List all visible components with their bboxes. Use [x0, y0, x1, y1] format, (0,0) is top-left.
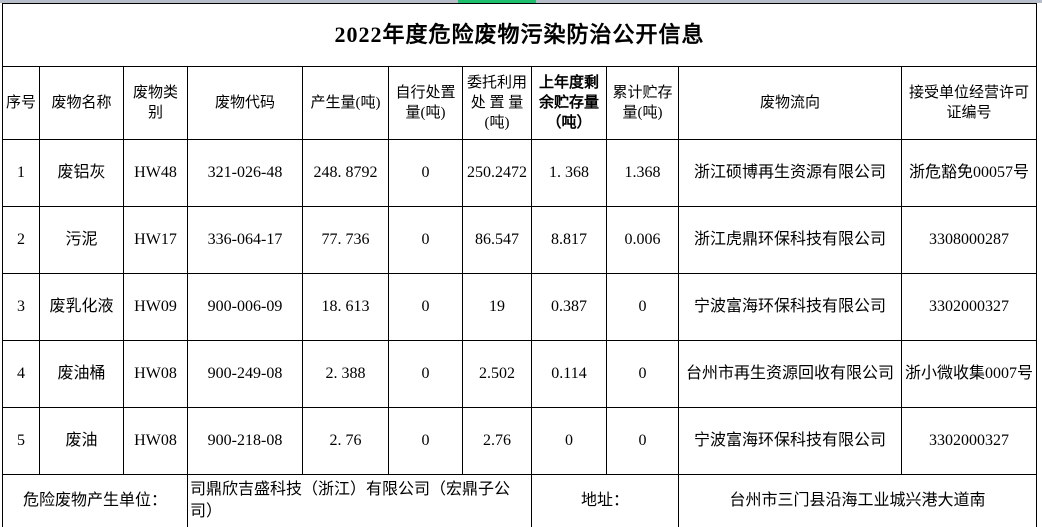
header-cell-entrusted-disposal: 委托利用处 置 量(吨): [462, 66, 532, 140]
cell-waste-name: 废油: [39, 407, 124, 475]
cell-seq: 5: [2, 407, 40, 475]
cell-waste-destination: 宁波富海环保科技有限公司: [678, 407, 902, 475]
header-cell-generated-amount: 产生量(吨): [302, 66, 389, 140]
cell-seq: 4: [2, 340, 40, 408]
cell-waste-category: HW09: [123, 273, 188, 341]
cell-generated-amount: 77. 736: [302, 206, 389, 274]
cell-cumulative-storage: 1.368: [606, 139, 679, 207]
cell-license-number: 浙小微收集0007号: [900, 340, 1038, 408]
table-row: 2 污泥 HW17 336-064-17 77. 736 0 86.547 8.…: [2, 206, 1038, 274]
cell-self-disposal: 0: [388, 273, 463, 341]
cell-generated-amount: 2. 388: [302, 340, 389, 408]
cell-cumulative-storage: 0: [606, 407, 679, 475]
cell-generated-amount: 18. 613: [302, 273, 389, 341]
cell-waste-destination: 浙江虎鼎环保科技有限公司: [678, 206, 902, 274]
table-header-row: 序号 废物名称 废物类别 废物代码 产生量(吨) 自行处置量(吨) 委托利用处 …: [2, 66, 1038, 140]
cell-waste-category: HW08: [123, 340, 188, 408]
cell-cumulative-storage: 0.006: [606, 206, 679, 274]
cell-waste-code: 336-064-17: [187, 206, 303, 274]
cell-prev-year-storage: 8.817: [531, 206, 607, 274]
header-cell-self-disposal: 自行处置量(吨): [388, 66, 463, 140]
cell-prev-year-storage: 0.387: [531, 273, 607, 341]
header-cell-waste-code: 废物代码: [187, 66, 303, 140]
cell-generated-amount: 248. 8792: [302, 139, 389, 207]
cell-prev-year-storage: 0.114: [531, 340, 607, 408]
cell-waste-destination: 台州市再生资源回收有限公司: [678, 340, 902, 408]
cell-waste-code: 321-026-48: [187, 139, 303, 207]
table-footer-row: 危险废物产生单位： 司鼎欣吉盛科技（浙江）有限公司（宏鼎子公司） 地址： 台州市…: [2, 474, 1038, 527]
scrollbar-thumb[interactable]: [458, 0, 536, 3]
cell-waste-destination: 宁波富海环保科技有限公司: [678, 273, 902, 341]
table-title-row: 2022年度危险废物污染防治公开信息: [1, 3, 1038, 67]
cell-entrusted-disposal: 2.502: [462, 340, 532, 408]
cell-waste-name: 废乳化液: [39, 273, 124, 341]
cell-prev-year-storage: 1. 368: [531, 139, 607, 207]
cell-waste-code: 900-249-08: [187, 340, 303, 408]
cell-waste-name: 废铝灰: [39, 139, 124, 207]
cell-self-disposal: 0: [388, 407, 463, 475]
header-cell-cumulative-storage: 累计贮存量(吨): [606, 66, 679, 140]
address-label: 地址：: [531, 474, 679, 527]
producer-value: 司鼎欣吉盛科技（浙江）有限公司（宏鼎子公司）: [187, 474, 532, 527]
cell-waste-code: 900-006-09: [187, 273, 303, 341]
cell-entrusted-disposal: 86.547: [462, 206, 532, 274]
cell-waste-category: HW48: [123, 139, 188, 207]
cell-waste-name: 污泥: [39, 206, 124, 274]
cell-waste-category: HW17: [123, 206, 188, 274]
cell-waste-name: 废油桶: [39, 340, 124, 408]
header-cell-waste-category: 废物类别: [123, 66, 188, 140]
cell-cumulative-storage: 0: [606, 340, 679, 408]
top-scrollbar: [0, 0, 1042, 3]
cell-self-disposal: 0: [388, 206, 463, 274]
table-row: 5 废油 HW08 900-218-08 2. 76 0 2.76 0 0 宁波…: [2, 407, 1038, 475]
page-title: 2022年度危险废物污染防治公开信息: [1, 3, 1038, 67]
cell-generated-amount: 2. 76: [302, 407, 389, 475]
hazardous-waste-table: 2022年度危险废物污染防治公开信息 序号 废物名称 废物类别 废物代码 产生量…: [1, 3, 1038, 527]
cell-waste-code: 900-218-08: [187, 407, 303, 475]
cell-self-disposal: 0: [388, 139, 463, 207]
table-row: 4 废油桶 HW08 900-249-08 2. 388 0 2.502 0.1…: [2, 340, 1038, 408]
table-row: 1 废铝灰 HW48 321-026-48 248. 8792 0 250.24…: [2, 139, 1038, 207]
cell-seq: 3: [2, 273, 40, 341]
header-cell-waste-name: 废物名称: [39, 66, 124, 140]
cell-self-disposal: 0: [388, 340, 463, 408]
header-cell-seq: 序号: [2, 66, 40, 140]
cell-seq: 1: [2, 139, 40, 207]
header-cell-waste-destination: 废物流向: [678, 66, 902, 140]
cell-license-number: 3302000327: [900, 273, 1038, 341]
cell-waste-category: HW08: [123, 407, 188, 475]
cell-entrusted-disposal: 19: [462, 273, 532, 341]
cell-prev-year-storage: 0: [531, 407, 607, 475]
cell-waste-destination: 浙江硕博再生资源有限公司: [678, 139, 902, 207]
cell-cumulative-storage: 0: [606, 273, 679, 341]
cell-entrusted-disposal: 250.2472: [462, 139, 532, 207]
producer-label: 危险废物产生单位：: [2, 474, 188, 527]
cell-license-number: 3308000287: [900, 206, 1038, 274]
table-row: 3 废乳化液 HW09 900-006-09 18. 613 0 19 0.38…: [2, 273, 1038, 341]
cell-license-number: 3302000327: [900, 407, 1038, 475]
cell-seq: 2: [2, 206, 40, 274]
cell-license-number: 浙危豁免00057号: [900, 139, 1038, 207]
header-cell-license-number: 接受单位经营许可证编号: [900, 66, 1038, 140]
address-value: 台州市三门县沿海工业城兴港大道南: [677, 474, 1038, 527]
header-cell-prev-year-storage: 上年度剩余贮存量（吨）: [531, 66, 607, 140]
cell-entrusted-disposal: 2.76: [462, 407, 532, 475]
